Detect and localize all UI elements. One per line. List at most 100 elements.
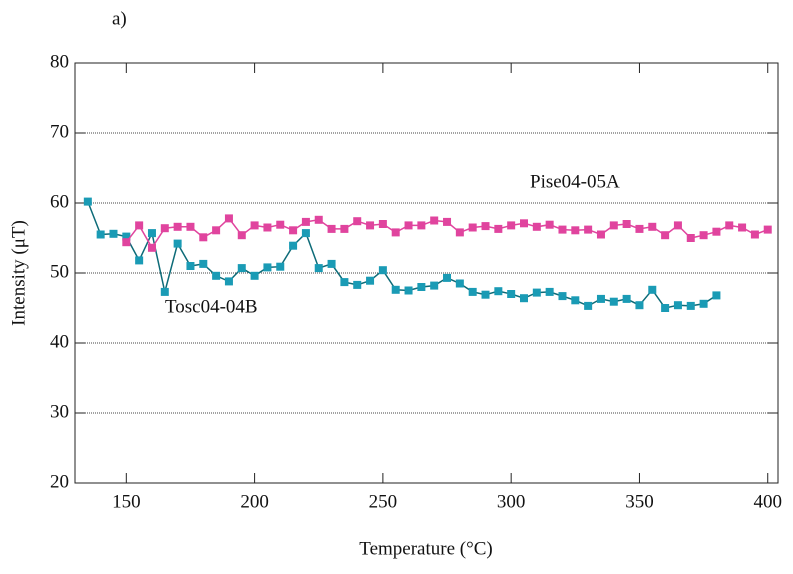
data-point — [109, 229, 118, 238]
data-point — [443, 217, 452, 226]
data-point — [609, 297, 618, 306]
data-point — [648, 285, 657, 294]
data-point — [173, 222, 182, 231]
y-tick-label: 20 — [50, 471, 69, 492]
data-point — [96, 230, 105, 239]
data-point — [584, 301, 593, 310]
data-point — [622, 220, 631, 228]
data-point — [237, 264, 246, 273]
series-label: Pise04-05A — [530, 171, 620, 192]
data-point — [686, 301, 695, 310]
data-point — [481, 222, 490, 231]
data-point — [725, 221, 734, 230]
data-point — [276, 262, 285, 271]
data-point — [353, 217, 362, 226]
data-point — [340, 278, 349, 287]
data-point — [455, 279, 464, 288]
data-point — [468, 287, 477, 296]
data-point — [147, 229, 156, 238]
data-point — [122, 232, 131, 241]
x-tick-label: 350 — [625, 491, 654, 512]
data-point — [532, 222, 541, 231]
data-point — [186, 262, 195, 270]
y-tick-label: 30 — [50, 401, 69, 422]
data-point — [301, 229, 310, 238]
data-point — [391, 285, 400, 294]
data-point — [314, 215, 323, 224]
data-point — [378, 266, 387, 275]
data-point — [673, 221, 682, 230]
data-point — [558, 225, 567, 234]
data-point — [135, 256, 144, 265]
x-axis-label: Temperature (°C) — [359, 538, 492, 559]
y-tick-label: 50 — [50, 261, 69, 282]
x-tick-label: 300 — [497, 491, 526, 512]
data-point — [494, 287, 503, 296]
data-point — [545, 287, 554, 296]
y-tick-label: 80 — [50, 51, 69, 72]
data-point — [404, 221, 413, 230]
data-point — [494, 224, 503, 233]
data-point — [212, 226, 221, 235]
panel-label: a) — [112, 8, 127, 29]
data-point — [366, 221, 375, 230]
data-point — [417, 221, 426, 230]
data-point — [263, 223, 272, 232]
data-point — [699, 231, 708, 240]
data-point — [609, 221, 618, 230]
x-tick-label: 250 — [369, 491, 398, 512]
data-point — [340, 224, 349, 233]
data-point — [558, 292, 567, 301]
data-point — [430, 281, 439, 290]
data-point — [455, 228, 464, 237]
data-point — [224, 277, 233, 286]
series-label: Tosc04-04B — [165, 296, 258, 317]
data-point — [83, 197, 92, 206]
data-point — [750, 230, 759, 239]
data-point — [353, 280, 362, 289]
data-point — [738, 223, 747, 232]
data-point — [507, 221, 516, 230]
data-point — [635, 301, 644, 310]
data-point — [596, 294, 605, 303]
data-point — [648, 222, 657, 231]
data-point — [237, 231, 246, 240]
data-point — [250, 271, 259, 280]
data-point — [635, 224, 644, 233]
data-point — [314, 264, 323, 273]
data-point — [289, 241, 298, 250]
data-point — [661, 304, 670, 312]
data-point — [224, 214, 233, 223]
data-point — [712, 291, 721, 300]
data-point — [250, 221, 259, 230]
data-point — [263, 263, 272, 272]
data-point — [327, 259, 336, 268]
data-point — [199, 233, 208, 242]
data-point — [160, 287, 169, 296]
y-tick-label: 40 — [50, 331, 69, 352]
data-point — [327, 224, 336, 233]
data-point — [519, 219, 528, 228]
data-point — [186, 222, 195, 231]
data-point — [366, 276, 375, 285]
x-tick-label: 400 — [753, 491, 782, 512]
data-point — [289, 226, 298, 235]
data-point — [571, 296, 580, 305]
series-line — [87, 201, 717, 309]
data-point — [468, 223, 477, 232]
data-point — [122, 238, 131, 247]
y-tick-label: 70 — [50, 121, 69, 142]
data-point — [596, 230, 605, 239]
data-point — [173, 239, 182, 248]
data-point — [699, 299, 708, 308]
data-point — [532, 288, 541, 297]
x-tick-label: 150 — [112, 491, 141, 512]
y-axis-label: Intensity (μT) — [8, 220, 29, 326]
data-point — [661, 231, 670, 240]
data-point — [443, 273, 452, 282]
data-point — [686, 234, 695, 242]
plot-frame — [74, 62, 779, 484]
y-tick-label: 60 — [50, 191, 69, 212]
